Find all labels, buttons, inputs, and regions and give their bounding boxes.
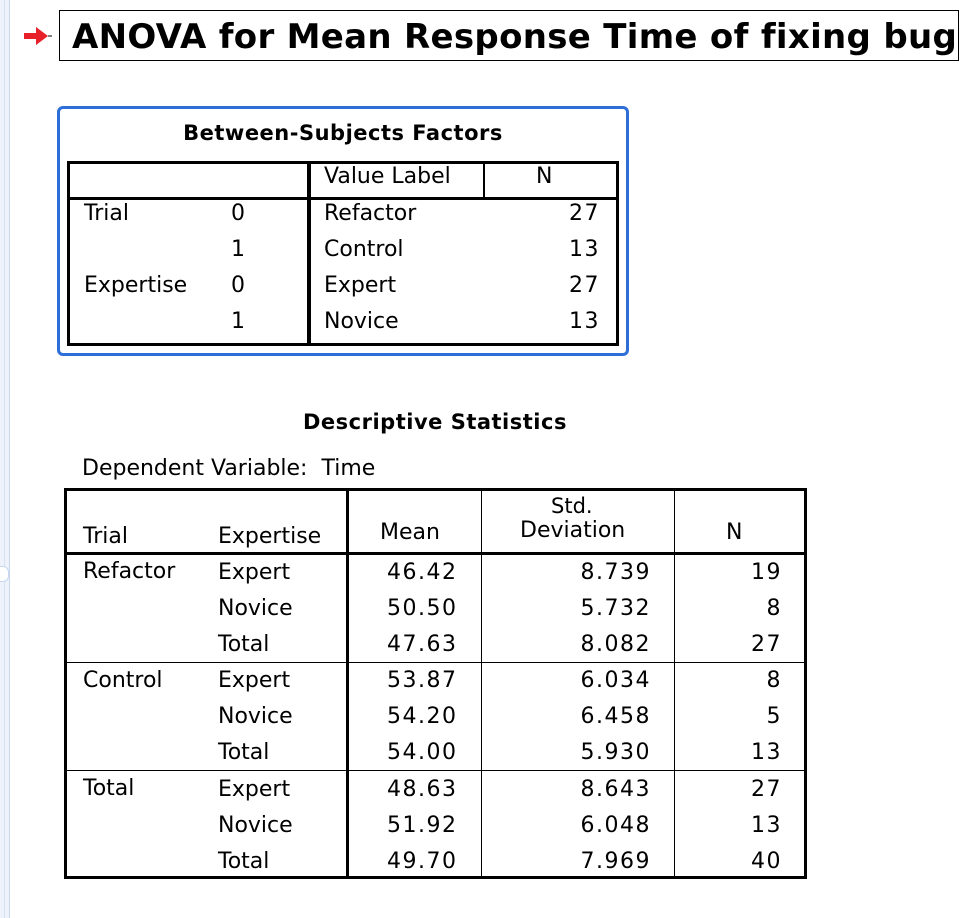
std-value: 6.458	[580, 704, 651, 729]
header-n: N	[536, 164, 553, 189]
factor-label: Refactor	[324, 201, 417, 226]
output-pane-edge	[0, 0, 10, 918]
n-value: 13	[751, 740, 782, 765]
factor-value: 1	[231, 309, 247, 334]
pane-splitter-handle[interactable]	[0, 566, 9, 582]
factor-value: 0	[231, 273, 247, 298]
mean-value: 46.42	[387, 560, 458, 585]
factor-label: Novice	[324, 309, 399, 334]
dependent-variable-value: Time	[321, 456, 376, 481]
table-rule	[346, 491, 349, 876]
factor-n: 27	[569, 201, 600, 226]
std-value: 5.930	[580, 740, 651, 765]
n-value: 13	[751, 813, 782, 838]
n-value: 27	[751, 777, 782, 802]
header-std-line1: Std.	[551, 494, 593, 518]
factor-name: Expertise	[84, 273, 188, 298]
n-value: 8	[766, 668, 782, 693]
mean-value: 47.63	[387, 632, 458, 657]
mean-value: 49.70	[387, 849, 458, 874]
factor-n: 27	[569, 273, 600, 298]
red-arrow-icon	[24, 27, 52, 45]
n-value: 27	[751, 632, 782, 657]
std-value: 7.969	[580, 849, 651, 874]
expertise-label: Novice	[218, 813, 293, 838]
mean-value: 50.50	[387, 596, 458, 621]
factor-n: 13	[569, 237, 600, 262]
trial-label: Control	[83, 668, 163, 693]
expertise-label: Novice	[218, 596, 293, 621]
factor-value: 1	[231, 237, 247, 262]
table-rule	[307, 164, 311, 343]
expertise-label: Expert	[218, 777, 291, 802]
mean-value: 53.87	[387, 668, 458, 693]
factor-label: Control	[324, 237, 404, 262]
mean-value: 48.63	[387, 777, 458, 802]
dependent-variable-label: Dependent Variable:	[82, 456, 308, 481]
between-subjects-table: Value Label N Trial 0 Refactor 27 1 Cont…	[67, 161, 619, 346]
between-subjects-panel[interactable]: Between-Subjects Factors Value Label N T…	[57, 106, 629, 356]
dependent-variable: Dependent Variable: Time	[82, 456, 375, 481]
mean-value: 54.20	[387, 704, 458, 729]
table-rule	[70, 197, 616, 200]
std-value: 8.643	[580, 777, 651, 802]
header-expertise: Expertise	[218, 524, 322, 549]
std-value: 5.732	[580, 596, 651, 621]
expertise-label: Total	[218, 632, 270, 657]
factor-name: Trial	[84, 201, 129, 226]
table-rule	[674, 491, 675, 876]
header-std-line2: Deviation	[520, 518, 626, 543]
expertise-label: Total	[218, 740, 270, 765]
trial-label: Total	[83, 776, 135, 801]
factor-label: Expert	[324, 273, 397, 298]
table-rule	[483, 164, 485, 197]
n-value: 8	[766, 596, 782, 621]
descriptive-stats-title: Descriptive Statistics	[303, 410, 567, 434]
factor-value: 0	[231, 201, 247, 226]
table-rule	[481, 491, 482, 876]
expertise-label: Total	[218, 849, 270, 874]
n-value: 19	[751, 560, 782, 585]
trial-label: Refactor	[83, 559, 176, 584]
table-rule	[67, 552, 804, 555]
header-trial: Trial	[83, 524, 128, 549]
output-title: ANOVA for Mean Response Time of fixing b…	[72, 17, 958, 57]
expertise-label: Novice	[218, 704, 293, 729]
std-value: 8.739	[580, 560, 651, 585]
header-value-label: Value Label	[324, 164, 451, 189]
std-value: 6.034	[580, 668, 651, 693]
n-value: 5	[766, 704, 782, 729]
header-mean: Mean	[380, 520, 440, 545]
std-value: 6.048	[580, 813, 651, 838]
mean-value: 51.92	[387, 813, 458, 838]
expertise-label: Expert	[218, 560, 291, 585]
mean-value: 54.00	[387, 740, 458, 765]
n-value: 40	[751, 849, 782, 874]
between-subjects-title: Between-Subjects Factors	[183, 121, 503, 145]
output-title-box[interactable]: ANOVA for Mean Response Time of fixing b…	[59, 10, 959, 61]
std-value: 8.082	[580, 632, 651, 657]
table-rule	[67, 770, 804, 771]
table-rule	[67, 662, 804, 663]
descriptive-stats-table[interactable]: Trial Expertise Mean Std. Deviation N Re…	[64, 488, 807, 879]
factor-n: 13	[569, 309, 600, 334]
expertise-label: Expert	[218, 668, 291, 693]
header-n: N	[726, 520, 743, 545]
